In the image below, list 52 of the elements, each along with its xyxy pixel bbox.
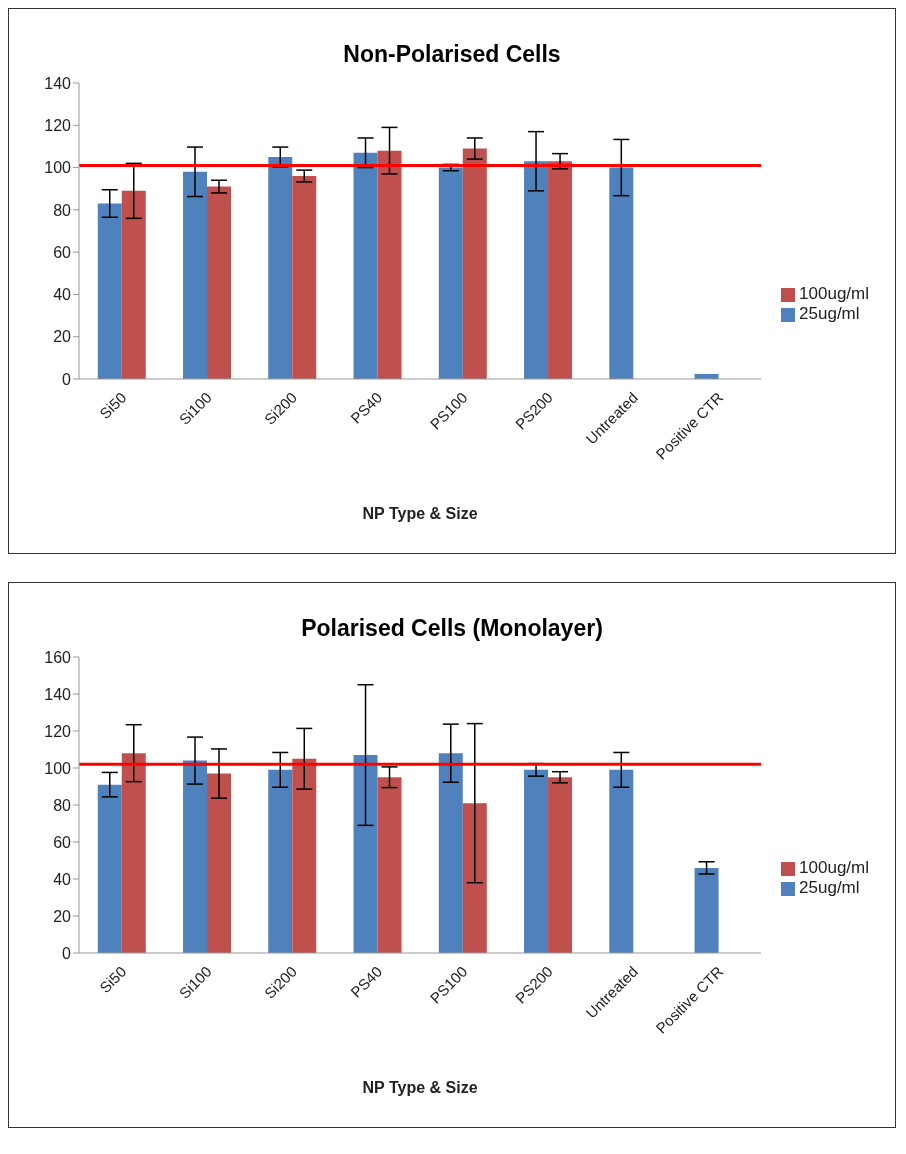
y-tick-label: 100 — [44, 759, 72, 777]
bar — [548, 777, 573, 953]
bar — [609, 167, 634, 379]
y-tick-label: 120 — [44, 116, 72, 134]
bar — [292, 758, 317, 953]
bar — [438, 167, 463, 379]
x-axis-title: NP Type & Size — [362, 1079, 478, 1096]
x-axis-title: NP Type & Size — [362, 505, 478, 522]
bar — [462, 148, 487, 379]
legend-label: 25ug/ml — [799, 878, 860, 897]
bar — [121, 190, 146, 379]
legend-label: 100ug/ml — [799, 284, 869, 303]
y-tick-label: 140 — [44, 74, 72, 92]
bar — [97, 784, 122, 953]
legend-label: 25ug/ml — [799, 304, 860, 323]
bar — [183, 760, 208, 953]
y-tick-label: 80 — [53, 796, 72, 814]
bar — [609, 769, 634, 953]
y-tick-label: 40 — [53, 870, 72, 888]
chart-title: Non-Polarised Cells — [342, 40, 562, 69]
y-tick-label: 100 — [44, 159, 72, 177]
chart-title: Polarised Cells (Monolayer) — [300, 614, 604, 643]
y-tick-label: 120 — [44, 722, 72, 740]
bar — [438, 753, 463, 953]
y-tick-label: 0 — [62, 370, 72, 388]
bar — [694, 867, 719, 953]
bar — [183, 171, 208, 379]
bar — [207, 773, 232, 953]
bar — [353, 755, 378, 953]
bar — [462, 803, 487, 953]
y-tick-label: 20 — [53, 907, 72, 925]
bar — [292, 176, 317, 379]
bar — [268, 157, 293, 379]
bar — [377, 777, 402, 953]
y-tick-label: 20 — [53, 328, 72, 346]
bar — [524, 769, 549, 953]
y-tick-label: 140 — [44, 685, 72, 703]
bar — [207, 186, 232, 379]
bar — [97, 203, 122, 379]
bar — [353, 152, 378, 379]
bar — [377, 150, 402, 379]
y-tick-label: 40 — [53, 286, 72, 304]
bar — [268, 769, 293, 953]
bar — [524, 161, 549, 379]
bar — [548, 161, 573, 379]
bar — [121, 753, 146, 953]
y-tick-label: 80 — [53, 201, 72, 219]
legend-label: 100ug/ml — [799, 858, 869, 877]
y-tick-label: 160 — [44, 648, 72, 666]
y-tick-label: 60 — [53, 833, 72, 851]
y-tick-label: 0 — [62, 944, 72, 962]
y-tick-label: 60 — [53, 243, 72, 261]
